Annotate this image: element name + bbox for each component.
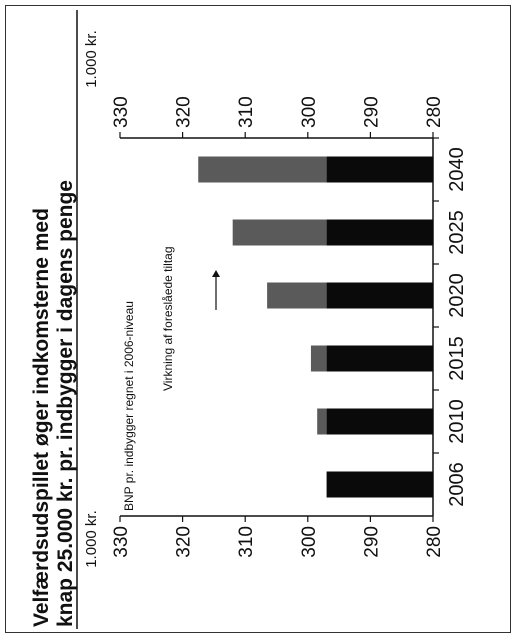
x-tick-label-2025: 2025 [446,210,468,255]
bar-effect-2040 [198,156,327,183]
annotation-virkning: Virkning af foreslåede tiltag [161,246,175,391]
bar-base-2025 [326,219,433,246]
tick-label-left: 310 [236,526,257,558]
tick-label-left: 320 [174,526,195,558]
x-tick-label-2006: 2006 [446,462,468,507]
tick-label-right: 310 [236,96,257,128]
bar-effect-2025 [232,219,327,246]
x-tick-label-2040: 2040 [446,147,468,192]
x-tick-label-2010: 2010 [446,399,468,444]
chart-title-line1: Velfærdsudspillet øger indkomsterne med [30,208,53,627]
tick-label-right: 330 [111,96,132,128]
x-tick-label-2020: 2020 [446,273,468,318]
unit-label-left: 1.000 kr. [83,510,100,568]
bar-base-2020 [326,282,433,309]
tick-label-left: 290 [361,526,382,558]
bar-base-2040 [326,156,433,183]
bar-base-2015 [326,345,433,372]
annotation-bnp: BNP pr. indbygger regnet i 2006-niveau [122,301,136,511]
tick-label-right: 320 [174,96,195,128]
chart-title-line2: knap 25.000 kr. pr. indbygger i dagens p… [54,180,77,627]
tick-label-left: 300 [299,526,320,558]
tick-label-right: 290 [361,96,382,128]
tick-label-left: 330 [111,526,132,558]
tick-label-right: 280 [424,96,445,128]
tick-label-left: 280 [424,526,445,558]
x-tick-label-2015: 2015 [446,336,468,381]
bar-effect-2020 [267,282,327,309]
bar-base-2006 [326,471,433,498]
tick-label-right: 300 [299,96,320,128]
bar-base-2010 [326,408,433,435]
bar-effect-2015 [310,345,327,372]
chart-frame [5,5,511,633]
unit-label-right: 1.000 kr. [83,30,100,88]
annotation-arrow-head [212,270,220,277]
bar-effect-2010 [317,408,327,435]
